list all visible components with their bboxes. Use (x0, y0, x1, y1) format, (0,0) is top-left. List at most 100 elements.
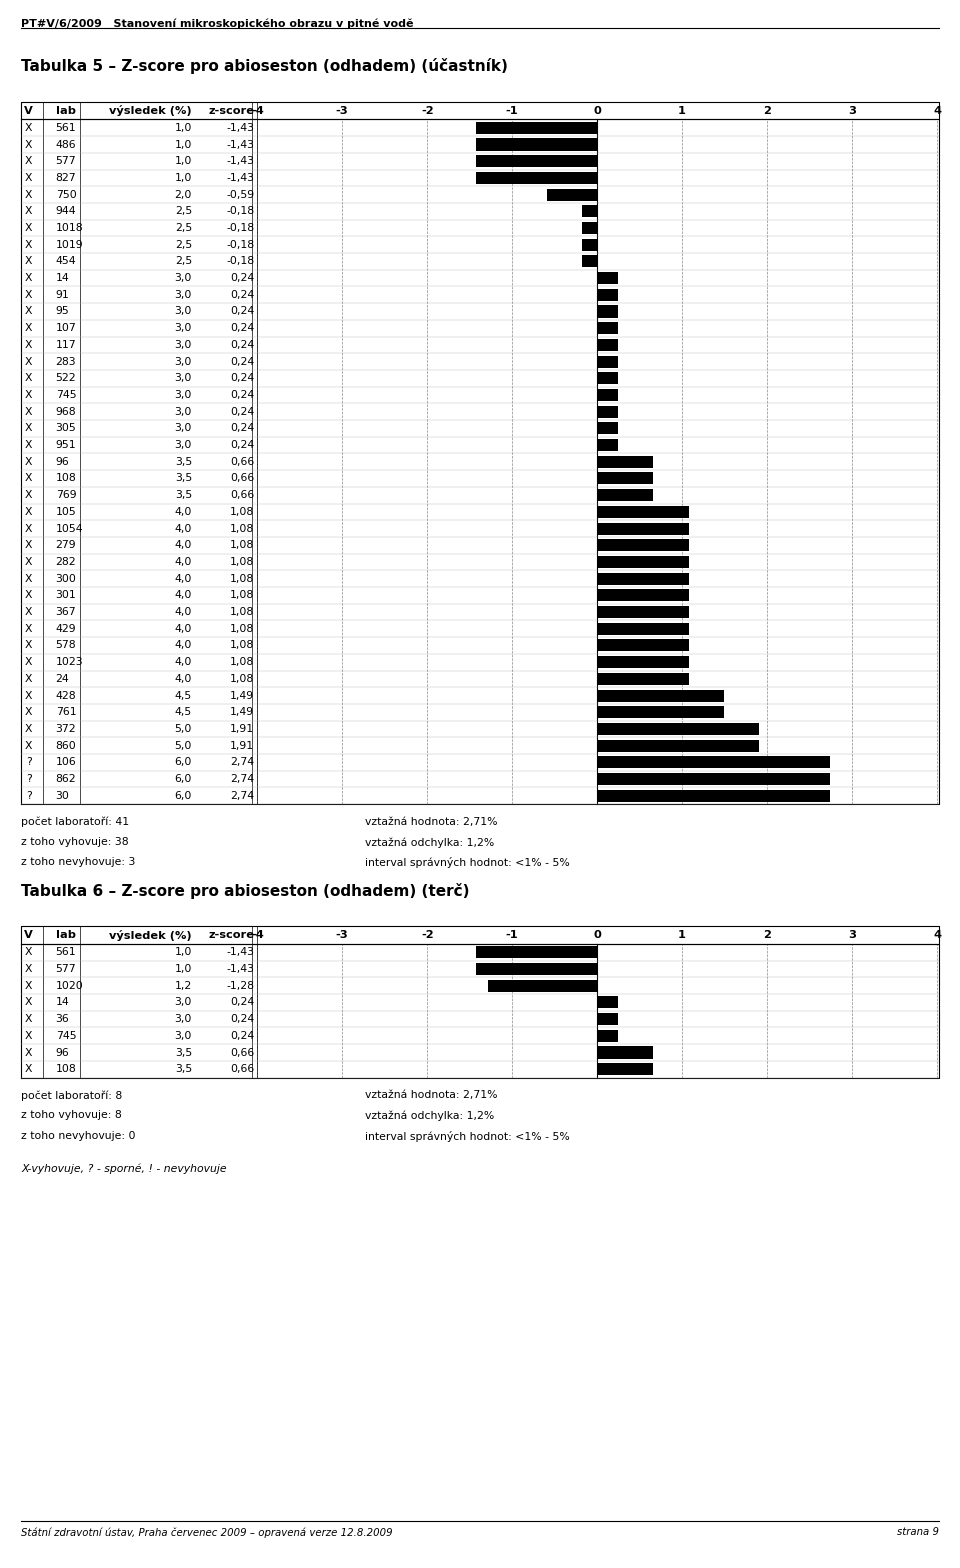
Text: -0,18: -0,18 (227, 207, 254, 216)
Text: 108: 108 (56, 1065, 77, 1074)
Text: 1,49: 1,49 (230, 690, 254, 701)
Bar (582, 238, 597, 251)
Text: X: X (25, 273, 33, 284)
Text: X: X (25, 997, 33, 1007)
Text: ?: ? (26, 757, 32, 767)
Text: 577: 577 (56, 157, 76, 166)
Text: 6,0: 6,0 (175, 775, 192, 784)
Text: X: X (25, 474, 33, 483)
Text: 3,5: 3,5 (175, 456, 192, 467)
Bar (582, 205, 597, 218)
Text: 1,0: 1,0 (175, 157, 192, 166)
Text: 1,08: 1,08 (230, 574, 254, 583)
Text: X: X (25, 1065, 33, 1074)
Text: 4,0: 4,0 (175, 657, 192, 666)
Text: X: X (25, 574, 33, 583)
Text: -1,43: -1,43 (227, 122, 254, 133)
Bar (489, 980, 597, 991)
Text: 5,0: 5,0 (175, 724, 192, 734)
Text: 4,0: 4,0 (175, 674, 192, 684)
Text: 283: 283 (56, 356, 76, 367)
Text: X: X (25, 964, 33, 974)
Text: -2: -2 (420, 930, 434, 941)
Text: interval správných hodnot: <1% - 5%: interval správných hodnot: <1% - 5% (365, 1131, 569, 1142)
Text: 1,49: 1,49 (230, 707, 254, 717)
Text: 1,0: 1,0 (175, 964, 192, 974)
Text: 1,08: 1,08 (230, 541, 254, 550)
Text: 745: 745 (56, 390, 76, 400)
Text: -0,59: -0,59 (227, 190, 254, 199)
Text: 750: 750 (56, 190, 77, 199)
Text: 0: 0 (593, 105, 601, 116)
Text: -4: -4 (251, 105, 264, 116)
Text: lab: lab (56, 930, 76, 941)
Bar (597, 489, 653, 502)
Text: 6,0: 6,0 (175, 790, 192, 801)
Bar (597, 539, 689, 552)
Bar (597, 372, 617, 384)
Text: interval správných hodnot: <1% - 5%: interval správných hodnot: <1% - 5% (365, 858, 569, 869)
Bar (597, 1030, 617, 1041)
Text: 0,24: 0,24 (230, 306, 254, 317)
Text: -2: -2 (420, 105, 434, 116)
Text: vztažná hodnota: 2,71%: vztažná hodnota: 2,71% (365, 817, 497, 826)
Text: 0,66: 0,66 (230, 1065, 254, 1074)
Text: V: V (24, 930, 34, 941)
Text: 4: 4 (933, 930, 941, 941)
Text: 0,24: 0,24 (230, 356, 254, 367)
Text: 106: 106 (56, 757, 77, 767)
Text: 1,08: 1,08 (230, 506, 254, 517)
Text: 0,24: 0,24 (230, 340, 254, 350)
Text: 1,08: 1,08 (230, 524, 254, 533)
Text: 108: 108 (56, 474, 77, 483)
Text: 944: 944 (56, 207, 76, 216)
Bar (597, 339, 617, 351)
Bar (597, 306, 617, 317)
Text: X: X (25, 640, 33, 651)
Text: 0,24: 0,24 (230, 1030, 254, 1041)
Text: X: X (25, 591, 33, 601)
Text: 14: 14 (56, 273, 69, 284)
Text: X: X (25, 240, 33, 249)
Text: 0,24: 0,24 (230, 997, 254, 1007)
Text: 3,5: 3,5 (175, 1065, 192, 1074)
Bar (597, 289, 617, 301)
Text: 2,5: 2,5 (175, 207, 192, 216)
Text: 1,91: 1,91 (230, 740, 254, 751)
Text: z toho nevyhovuje: 3: z toho nevyhovuje: 3 (21, 858, 135, 867)
Bar (597, 690, 724, 701)
Text: 577: 577 (56, 964, 76, 974)
Text: 0,24: 0,24 (230, 290, 254, 299)
Text: X: X (25, 491, 33, 500)
Text: -1,28: -1,28 (227, 980, 254, 991)
Text: 91: 91 (56, 290, 69, 299)
Text: 1,08: 1,08 (230, 657, 254, 666)
Text: 105: 105 (56, 506, 77, 517)
Text: 30: 30 (56, 790, 69, 801)
Text: 0,24: 0,24 (230, 273, 254, 284)
Text: X: X (25, 373, 33, 383)
Bar (475, 122, 597, 133)
Bar (597, 723, 759, 735)
Text: 5,0: 5,0 (175, 740, 192, 751)
Text: X: X (25, 657, 33, 666)
Text: 2: 2 (763, 930, 771, 941)
Text: X: X (25, 707, 33, 717)
Text: 0,24: 0,24 (230, 1014, 254, 1024)
Text: 96: 96 (56, 456, 69, 467)
Text: 1,91: 1,91 (230, 724, 254, 734)
Text: 24: 24 (56, 674, 69, 684)
Text: 1: 1 (678, 930, 686, 941)
Text: 4,0: 4,0 (175, 591, 192, 601)
Text: 0,24: 0,24 (230, 390, 254, 400)
Text: X: X (25, 607, 33, 618)
Text: X: X (25, 524, 33, 533)
Text: 279: 279 (56, 541, 76, 550)
Text: X: X (25, 441, 33, 450)
Text: X: X (25, 340, 33, 350)
Text: X: X (25, 290, 33, 299)
Text: 3,0: 3,0 (175, 356, 192, 367)
Text: X: X (25, 1030, 33, 1041)
Text: X: X (25, 122, 33, 133)
Text: 951: 951 (56, 441, 76, 450)
